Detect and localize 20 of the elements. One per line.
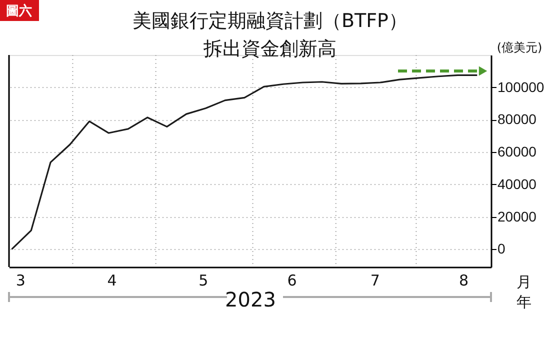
y-tick-label: 100000 bbox=[498, 78, 544, 95]
y-tick-label: 80000 bbox=[498, 111, 537, 128]
x-tick-label: 7 bbox=[370, 272, 380, 290]
y-tick-label: 60000 bbox=[498, 144, 537, 160]
text: 圖六 bbox=[6, 3, 32, 19]
chart-title: 美國銀行定期融資計劃（BTFP） bbox=[132, 10, 408, 32]
chart-subtitle: 拆出資金創新高 bbox=[202, 38, 336, 60]
text: 年 bbox=[516, 293, 532, 311]
y-tick-label: 20000 bbox=[498, 208, 537, 224]
text: 月 bbox=[516, 273, 532, 291]
x-tick-label: 8 bbox=[459, 272, 469, 290]
x-axis-title: 2023 bbox=[225, 288, 276, 312]
x-tick-label: 5 bbox=[198, 272, 208, 290]
y-tick-label: 0 bbox=[498, 240, 506, 257]
x-tick-label: 6 bbox=[287, 272, 297, 290]
line-series bbox=[10, 74, 478, 250]
x-tick-label: 4 bbox=[107, 272, 117, 290]
y-tick-label: 40000 bbox=[498, 176, 537, 192]
y-axis-title: (億美元) bbox=[496, 40, 542, 54]
x-tick-label: 3 bbox=[16, 272, 26, 290]
